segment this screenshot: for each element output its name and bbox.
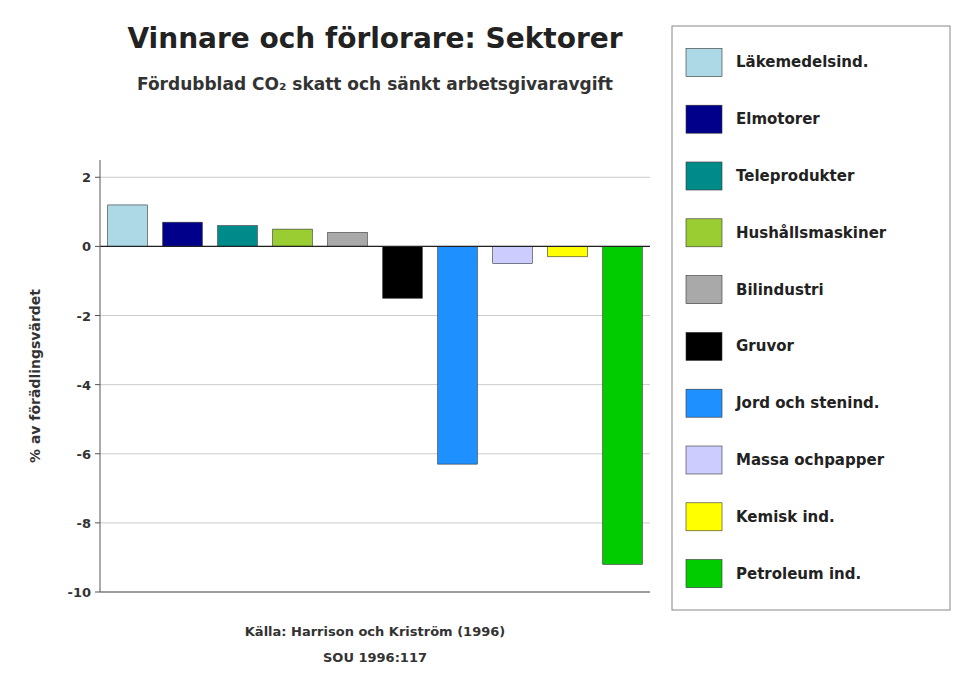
bar [273, 229, 313, 246]
legend-entry: Massa ochpapper [736, 451, 885, 469]
bar [163, 222, 203, 246]
tick-mark [95, 246, 100, 247]
legend-swatch [686, 560, 722, 588]
bar [438, 246, 478, 464]
grid-line [100, 522, 650, 523]
bar [328, 233, 368, 247]
tick-label: -6 [77, 447, 91, 462]
legend-entry: Bilindustri [736, 281, 824, 299]
bar [493, 246, 533, 263]
tick-mark [95, 453, 100, 454]
title: Vinnare och förlorare: Sektorer [127, 22, 622, 55]
y-axis-line [100, 160, 101, 592]
legend-swatch [686, 503, 722, 531]
grid [100, 177, 650, 592]
grid-line [100, 315, 650, 316]
tick-mark [95, 315, 100, 316]
bar [218, 226, 258, 247]
bars [108, 205, 643, 564]
legend-swatch [686, 332, 722, 360]
legend: Läkemedelsind. Elmotorer Teleprodukter Hush… [672, 26, 950, 610]
chart: Vinnare och förlorare: Sektorer Fördubbla… [0, 0, 960, 698]
subtitle: Fördubblad CO₂ skatt och sänkt arbetsgiv… [137, 74, 613, 94]
legend-entry: Kemisk ind. [736, 508, 835, 526]
legend-swatch [686, 162, 722, 190]
legend-swatch [686, 219, 722, 247]
legend-entry: Petroleum ind. [736, 565, 861, 583]
legend-entry: Jord och stenind. [735, 394, 880, 412]
grid-line [100, 246, 650, 247]
grid-line [100, 384, 650, 385]
y-label: % av förädlingsvärdet [27, 289, 43, 463]
legend-entry: Gruvor [736, 337, 794, 355]
background [0, 0, 960, 698]
bar [108, 205, 148, 246]
grid-line [100, 453, 650, 454]
tick-label: 2 [82, 170, 91, 185]
legend-entry: Hushållsmaskiner [736, 224, 887, 242]
tick-mark [95, 522, 100, 523]
legend-entry: Läkemedelsind. [736, 53, 868, 71]
legend-swatch [686, 276, 722, 304]
grid-line [100, 592, 650, 593]
tick-label: 0 [82, 239, 91, 254]
bar [603, 246, 643, 564]
legend-box [672, 26, 950, 610]
tick-mark [95, 177, 100, 178]
legend-swatch [686, 105, 722, 133]
grid-line [100, 177, 650, 178]
bar [548, 246, 588, 256]
tick-mark [95, 592, 100, 593]
bar [383, 246, 423, 298]
legend-entry: Teleprodukter [736, 167, 855, 185]
legend-entry: Elmotorer [736, 110, 820, 128]
y-ticks: 2 0 -2 -4 -6 -8 -10 [68, 170, 101, 600]
annotation: Källa: Harrison och Kriström (1996) [245, 624, 505, 639]
tick-label: -10 [68, 585, 92, 600]
tick-label: -2 [77, 309, 91, 324]
tick-label: -4 [77, 378, 91, 393]
legend-swatch [686, 48, 722, 76]
zero-line [100, 246, 650, 247]
annotation: SOU 1996:117 [323, 650, 427, 665]
tick-mark [95, 384, 100, 385]
legend-swatch [686, 446, 722, 474]
x-axis-line [100, 592, 650, 593]
tick-label: -8 [77, 516, 91, 531]
legend-swatch [686, 389, 722, 417]
